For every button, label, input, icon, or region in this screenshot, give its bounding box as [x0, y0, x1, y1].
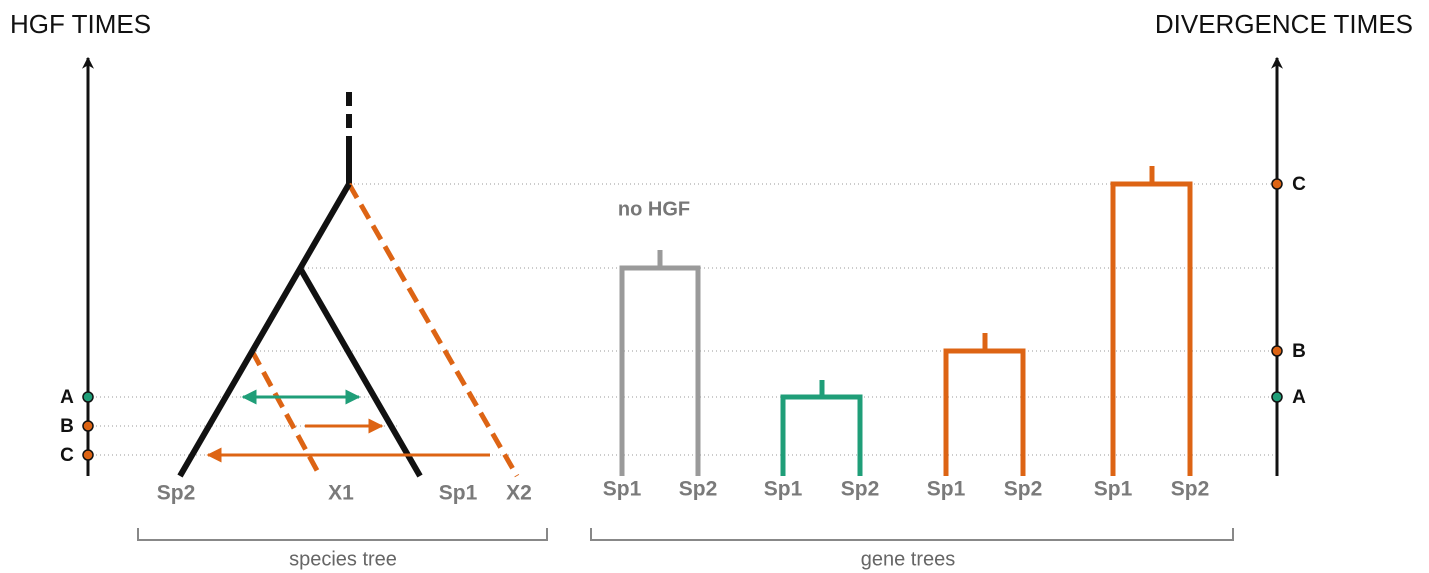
leaf-label: Sp2 — [1171, 478, 1210, 501]
event-label: B — [1292, 341, 1306, 362]
group-label: gene trees — [861, 548, 956, 570]
leaf-label: Sp2 — [679, 478, 718, 501]
leaf-label: Sp1 — [1094, 478, 1133, 501]
axis-title: HGF TIMES — [10, 9, 151, 39]
axis-title: DIVERGENCE TIMES — [1155, 9, 1413, 39]
event-label: C — [60, 445, 74, 466]
leaf-label: X1 — [328, 482, 354, 505]
gene-trees: no HGF Sp1 Sp2 Sp1 Sp2 Sp1 Sp2 Sp1 Sp2 g… — [590, 166, 1234, 570]
event-label: B — [60, 416, 74, 437]
event-label: A — [60, 387, 74, 408]
group-label: species tree — [289, 548, 397, 570]
leaf-label: Sp1 — [603, 478, 642, 501]
event-label: C — [1292, 174, 1306, 195]
left-axis: HGF TIMES A B C — [10, 9, 151, 476]
leaf-label: Sp2 — [157, 482, 196, 505]
species-tree: Sp2 X1 Sp1 X2 species tree — [137, 92, 548, 570]
guides — [88, 183, 1277, 456]
leaf-label: X2 — [506, 482, 532, 505]
leaf-label: Sp2 — [841, 478, 880, 501]
leaf-label: Sp1 — [764, 478, 803, 501]
leaf-label: Sp2 — [1004, 478, 1043, 501]
annotation: no HGF — [618, 198, 690, 220]
leaf-label: Sp1 — [439, 482, 478, 505]
right-axis: DIVERGENCE TIMES C B A — [1155, 9, 1413, 476]
leaf-label: Sp1 — [927, 478, 966, 501]
event-label: A — [1292, 387, 1306, 408]
